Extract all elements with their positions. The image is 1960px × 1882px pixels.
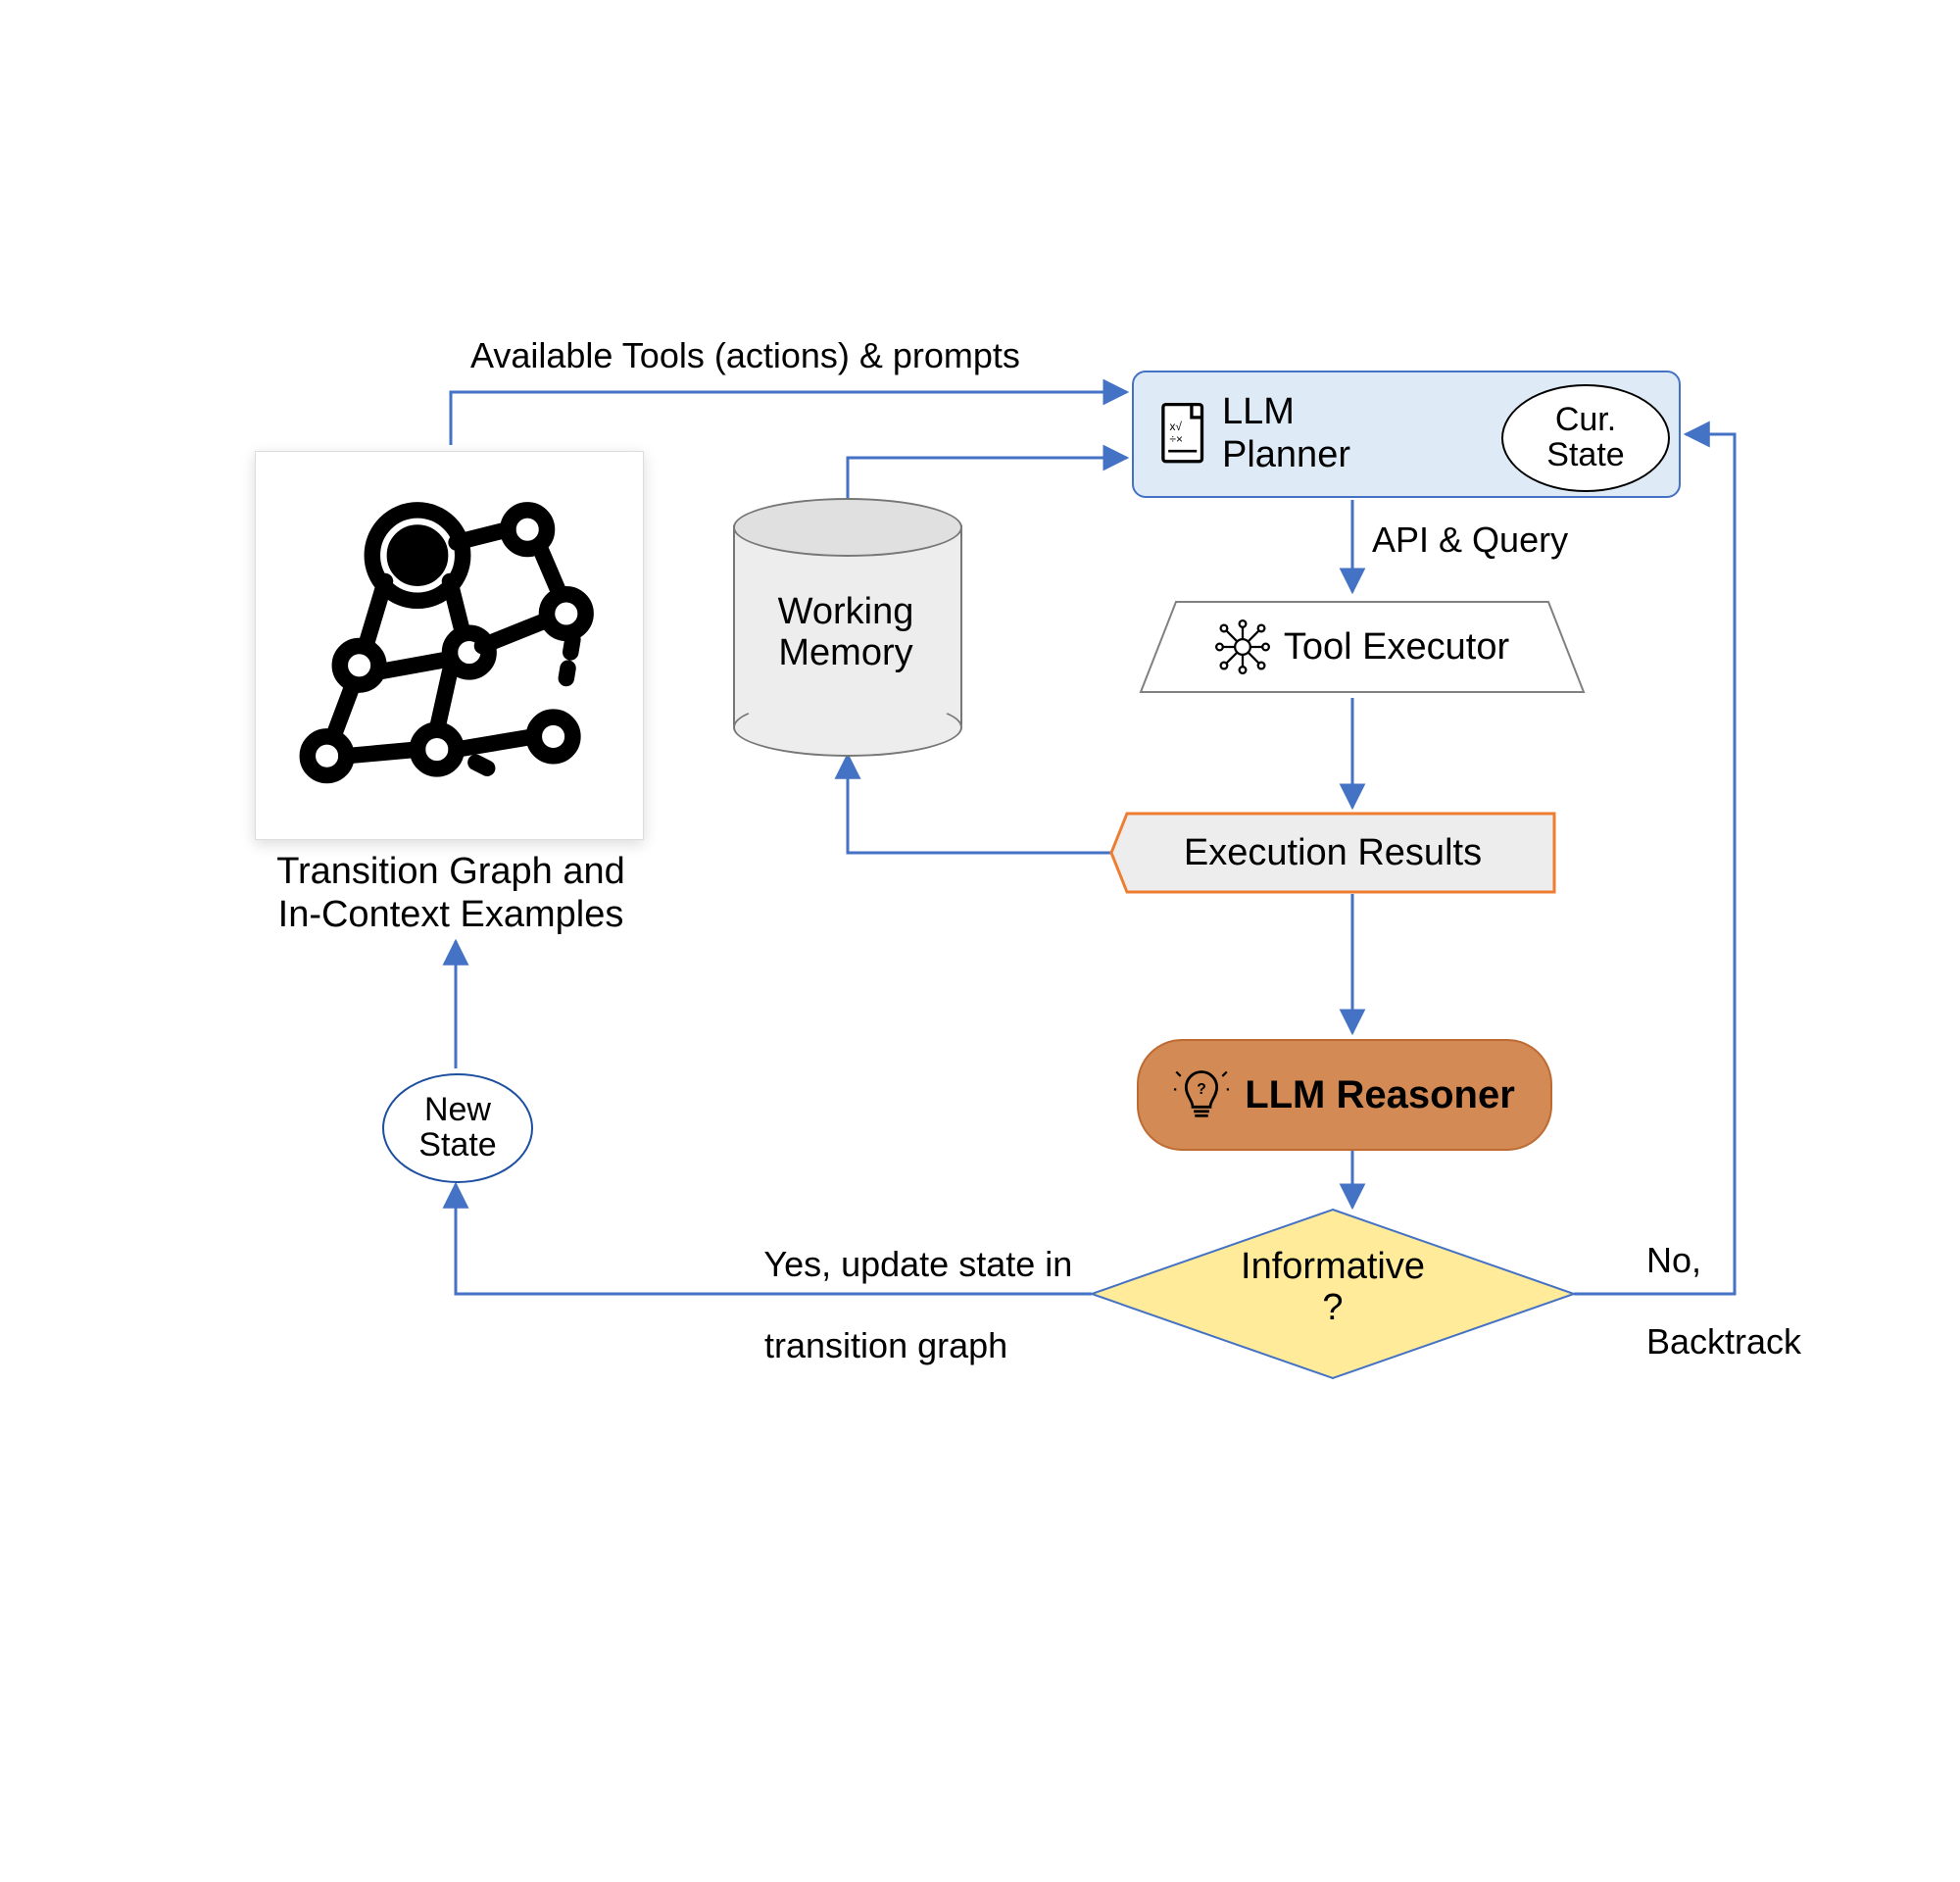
reasoner-label: LLM Reasoner [1245, 1073, 1515, 1117]
decision-label-line1: Informative [1241, 1246, 1425, 1287]
exec-results-label: Execution Results [1184, 832, 1482, 874]
graph-icon [288, 484, 612, 808]
working-memory-label: Working Memory [733, 592, 958, 674]
svg-text:÷×: ÷× [1169, 432, 1183, 446]
network-icon [1215, 619, 1270, 674]
cur-state-ellipse: Cur. State [1501, 384, 1670, 492]
edge-decision-no [1574, 434, 1735, 1294]
curstate-label-line2: State [1546, 436, 1624, 473]
newstate-label-line1: New [424, 1091, 491, 1128]
newstate-label-line2: State [418, 1126, 496, 1164]
node-exec-results: Execution Results [1127, 814, 1539, 892]
wm-label-line1: Working [778, 591, 914, 632]
svg-text:x√: x√ [1169, 420, 1182, 433]
node-llm-planner: x√ ÷× LLM Planner Cur. State [1132, 371, 1681, 498]
label-no-line2: Backtrack [1646, 1321, 1801, 1362]
node-working-memory: Working Memory [733, 498, 958, 753]
planner-label-line1: LLM [1222, 391, 1295, 432]
label-tools-prompts: Available Tools (actions) & prompts [470, 335, 1020, 375]
label-yes-line1: Yes, update state in [763, 1244, 1072, 1284]
label-api-query: API & Query [1372, 520, 1568, 560]
node-llm-reasoner: ? LLM Reasoner [1137, 1039, 1552, 1151]
tg-caption-line2: In-Context Examples [278, 894, 624, 935]
tool-executor-label: Tool Executor [1284, 626, 1509, 669]
transition-graph-caption: Transition Graph and In-Context Examples [250, 851, 652, 936]
edge-exec-to-memory [848, 755, 1125, 853]
label-yes: Yes, update state in transition graph [725, 1204, 1072, 1407]
label-no-line1: No, [1646, 1240, 1701, 1280]
wm-label-line2: Memory [778, 632, 912, 673]
label-yes-line2: transition graph [764, 1325, 1007, 1365]
curstate-label-line1: Cur. [1555, 401, 1616, 438]
decision-label-line2: ? [1322, 1287, 1343, 1328]
planner-label: LLM Planner [1222, 391, 1350, 476]
label-no: No, Backtrack [1607, 1200, 1801, 1403]
node-new-state: New State [382, 1073, 533, 1183]
node-decision: Informative ? [1088, 1247, 1578, 1329]
node-tool-executor: Tool Executor [1137, 598, 1588, 696]
svg-text:?: ? [1197, 1081, 1206, 1098]
lightbulb-icon: ? [1174, 1067, 1229, 1122]
document-icon: x√ ÷× [1157, 402, 1210, 467]
edges-layer [0, 0, 1960, 1882]
edge-graph-to-planner [451, 392, 1127, 445]
node-transition-graph [255, 451, 644, 840]
tg-caption-line1: Transition Graph and [276, 851, 625, 892]
planner-label-line2: Planner [1222, 434, 1350, 475]
diagram-stage: x√ ÷× LLM Planner Cur. State Working Mem… [0, 0, 1960, 1882]
